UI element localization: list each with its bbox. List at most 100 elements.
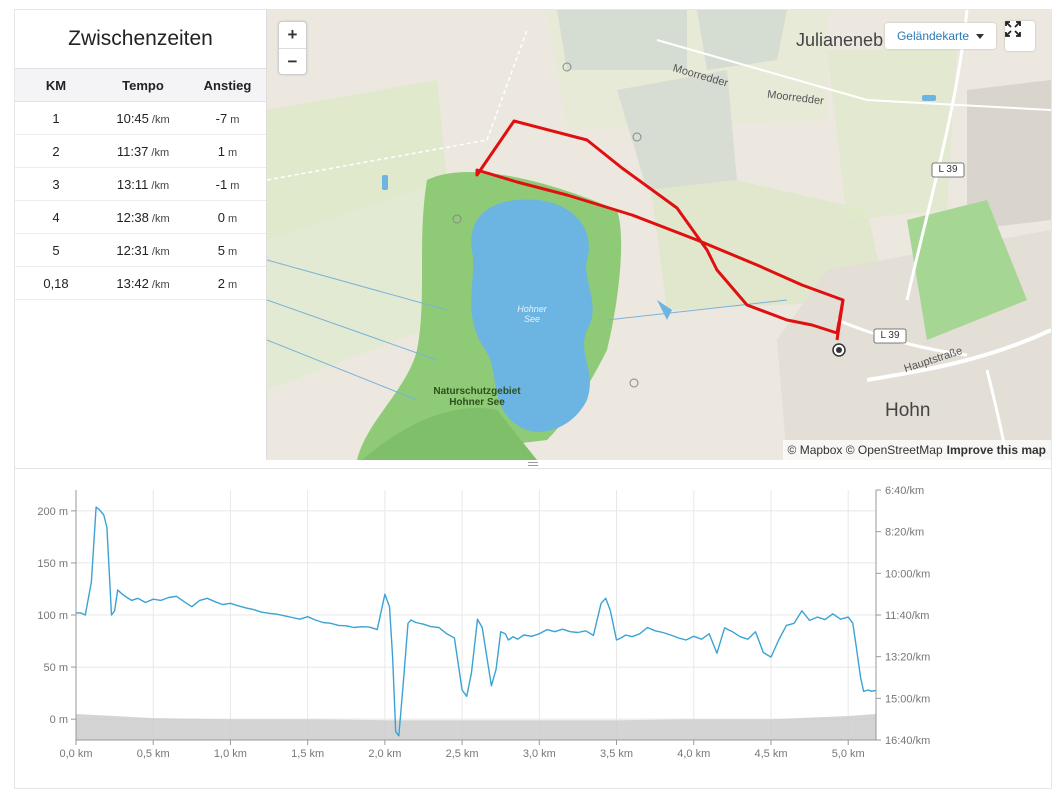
split-pace: 12:31/km <box>97 233 189 267</box>
split-row: 4 12:38/km 0 m <box>15 200 266 234</box>
split-pace-value: 13:11 <box>116 176 149 192</box>
split-elevation-unit: m <box>230 113 240 126</box>
route-map[interactable]: Julianeneb Hohn Moorredder Moorredder Ha… <box>267 10 1051 460</box>
x-tick-label: 2,5 km <box>446 748 479 760</box>
attribution-mapbox[interactable]: © Mapbox <box>787 443 843 457</box>
y-right-tick-label: 15:00/km <box>885 693 930 705</box>
split-elevation-value: 5 <box>217 242 226 258</box>
split-pace: 12:38/km <box>97 200 189 234</box>
x-tick-label: 3,0 km <box>523 748 556 760</box>
elevation-pace-chart: 0,0 km 0,5 km 1,0 km 1,5 km 2,0 km 2,5 km 3,0 … <box>37 485 930 760</box>
split-pace-unit: /km <box>151 212 170 225</box>
map-attribution: © Mapbox © OpenStreetMap Improve this ma… <box>782 440 1051 460</box>
splits-body: 1 10:45/km -7 m 2 11:37/km 1 m 3 13:11/km -1 m 4 12:3… <box>15 101 266 300</box>
split-row: 2 11:37/km 1 m <box>15 134 266 168</box>
y-right-tick-label: 10:00/km <box>885 568 930 580</box>
y-right-tick-label: 16:40/km <box>885 735 930 747</box>
split-elevation-unit: m <box>228 212 238 225</box>
place-label-hohn: Hohn <box>885 400 931 421</box>
split-pace: 11:37/km <box>97 134 189 168</box>
chart-tick-labels: 0,0 km 0,5 km 1,0 km 1,5 km 2,0 km 2,5 km 3,0 … <box>37 485 930 760</box>
split-row: 1 10:45/km -7 m <box>15 101 266 135</box>
caret-down-icon <box>976 33 985 39</box>
x-tick-label: 4,5 km <box>754 748 787 760</box>
x-tick-label: 0,5 km <box>137 748 170 760</box>
split-pace-unit: /km <box>151 245 170 258</box>
split-elevation: -1 m <box>189 167 266 201</box>
zoom-out-button[interactable]: − <box>279 48 306 75</box>
split-pace-value: 13:42 <box>116 275 149 291</box>
road-shield-l39-a: L 39 <box>938 164 958 175</box>
zoom-controls: + − <box>278 21 307 75</box>
split-elevation-value: 2 <box>217 275 226 291</box>
split-elevation-value: 0 <box>217 209 226 225</box>
y-right-tick-label: 6:40/km <box>885 485 924 497</box>
panel-divider <box>266 10 267 460</box>
column-header-elevation: Anstieg <box>189 68 266 102</box>
x-tick-label: 3,5 km <box>600 748 633 760</box>
split-km: 0,18 <box>15 266 97 300</box>
splits-panel: Zwischenzeiten KM Tempo Anstieg 1 10:45/k… <box>15 10 266 460</box>
split-elevation: -7 m <box>189 101 266 135</box>
zoom-in-button[interactable]: + <box>287 25 298 44</box>
x-tick-label: 1,0 km <box>214 748 247 760</box>
split-elevation-value: 1 <box>217 143 226 159</box>
split-pace: 13:11/km <box>97 167 189 201</box>
split-row: 5 12:31/km 5 m <box>15 233 266 267</box>
split-elevation-value: -1 <box>215 176 228 192</box>
improve-map-link[interactable]: Improve this map <box>946 443 1046 457</box>
map-type-label: Geländekarte <box>896 29 970 43</box>
split-km: 3 <box>15 167 97 201</box>
fullscreen-button[interactable] <box>1005 21 1035 51</box>
column-header-pace: Tempo <box>97 68 189 102</box>
split-pace-unit: /km <box>151 146 170 159</box>
elevation-area <box>76 714 876 740</box>
elevation-area-path <box>76 714 876 740</box>
attribution-osm[interactable]: © OpenStreetMap <box>845 443 943 457</box>
split-elevation-unit: m <box>230 179 240 192</box>
split-pace-unit: /km <box>151 113 170 126</box>
y-left-tick-label: 100 m <box>37 610 68 622</box>
chart-axes <box>71 489 881 745</box>
x-tick-label: 0,0 km <box>59 748 92 760</box>
x-tick-label: 5,0 km <box>832 748 865 760</box>
map-canvas <box>267 10 1051 460</box>
split-pace: 13:42/km <box>97 266 189 300</box>
pace-line-path <box>76 506 877 737</box>
resize-handle[interactable] <box>528 462 538 468</box>
split-pace-value: 10:45 <box>116 110 149 126</box>
split-km: 4 <box>15 200 97 234</box>
expand-icon <box>1005 21 1021 37</box>
column-header-km: KM <box>15 68 97 102</box>
split-elevation-unit: m <box>228 245 238 258</box>
split-pace: 10:45/km <box>97 101 189 135</box>
place-label-julianeneb: Julianeneb <box>796 30 884 50</box>
y-left-tick-label: 150 m <box>37 558 68 570</box>
x-tick-label: 1,5 km <box>291 748 324 760</box>
split-pace-unit: /km <box>151 278 170 291</box>
split-elevation-unit: m <box>228 146 238 159</box>
split-km: 5 <box>15 233 97 267</box>
map-chart-separator <box>15 468 1051 469</box>
lake-label: Hohner See <box>517 304 547 324</box>
split-elevation-unit: m <box>228 278 238 291</box>
split-km: 1 <box>15 101 97 135</box>
y-left-tick-label: 50 m <box>44 662 68 674</box>
map-type-dropdown[interactable]: Geländekarte <box>885 23 996 49</box>
y-right-tick-label: 13:20/km <box>885 652 930 664</box>
x-tick-label: 2,0 km <box>368 748 401 760</box>
y-right-tick-label: 8:20/km <box>885 527 924 539</box>
y-right-tick-label: 11:40/km <box>885 610 929 622</box>
splits-table: KM Tempo Anstieg 1 10:45/km -7 m 2 11:37/km 1 m… <box>15 68 266 300</box>
splits-title: Zwischenzeiten <box>68 27 213 50</box>
split-pace-unit: /km <box>151 179 170 192</box>
chart-grid <box>75 490 876 740</box>
x-tick-label: 4,0 km <box>677 748 710 760</box>
road-shield-l39-b: L 39 <box>880 330 900 341</box>
split-pace-value: 12:31 <box>116 242 149 258</box>
split-pace-value: 12:38 <box>116 209 149 225</box>
split-pace-value: 11:37 <box>116 143 149 159</box>
